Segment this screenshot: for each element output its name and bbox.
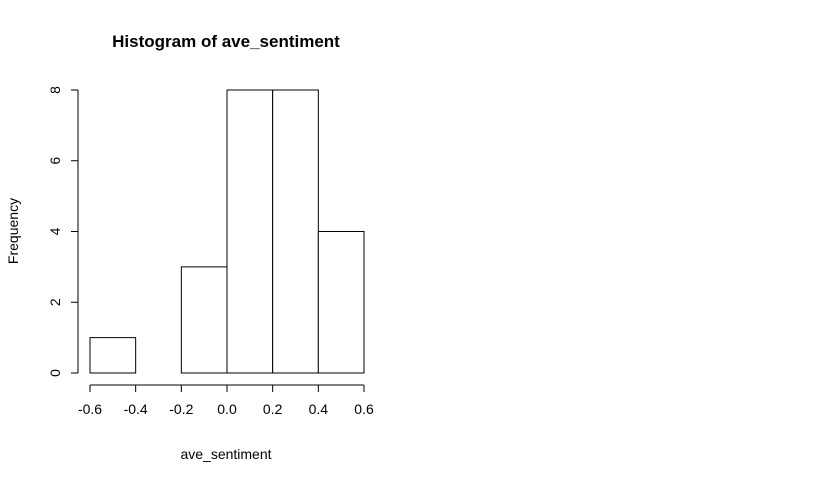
chart-title: Histogram of ave_sentiment [112, 32, 340, 51]
y-tick-label: 8 [47, 86, 63, 94]
x-axis-label: ave_sentiment [180, 446, 271, 462]
x-tick-label: 0.2 [263, 401, 283, 417]
x-tick-label: 0.6 [354, 401, 374, 417]
x-tick-label: 0.4 [309, 401, 329, 417]
histogram-bar-4 [272, 89, 319, 374]
histogram-bar-3 [226, 89, 274, 374]
y-axis-label: Frequency [5, 198, 21, 264]
x-tick-label: -0.4 [124, 401, 148, 417]
bars-group [89, 89, 365, 374]
y-tick-label: 2 [47, 298, 63, 306]
x-axis: -0.6 -0.4 -0.2 0.0 0.2 0.4 0.6 [78, 384, 374, 417]
y-axis: 0 2 4 6 8 [47, 86, 79, 377]
histogram-bar-0 [89, 337, 137, 374]
x-tick-label: 0.0 [217, 401, 237, 417]
y-tick-label: 6 [47, 157, 63, 165]
histogram-bar-5 [317, 231, 365, 374]
y-tick-label: 4 [47, 227, 63, 235]
histogram-bar-2 [180, 266, 228, 374]
x-tick-label: -0.2 [169, 401, 193, 417]
y-tick-label: 0 [47, 369, 63, 377]
x-tick-label: -0.6 [78, 401, 102, 417]
